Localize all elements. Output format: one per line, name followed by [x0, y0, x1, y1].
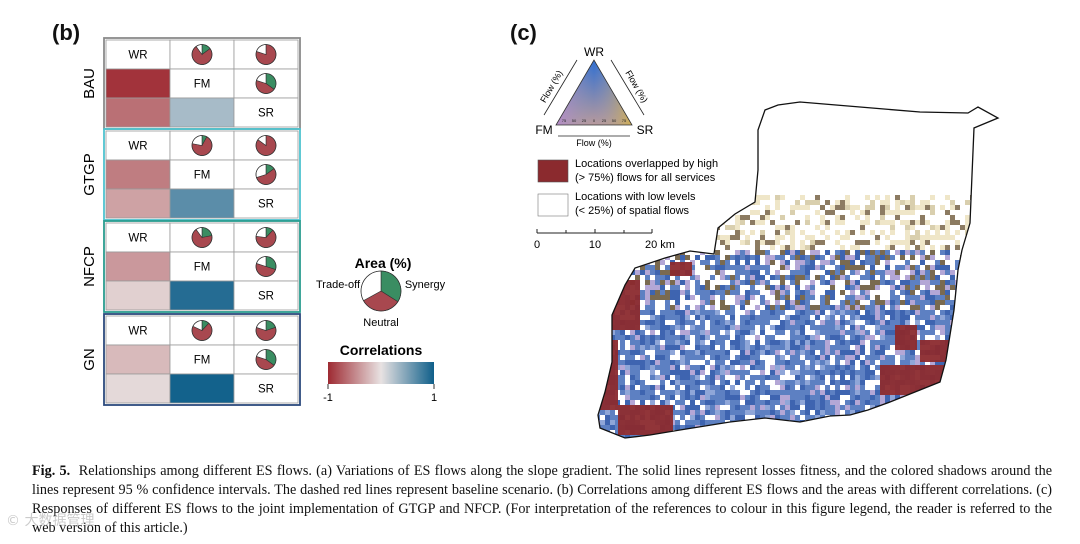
- cell-r2-c2: [233, 373, 299, 404]
- service-label-sr: SR: [258, 199, 274, 211]
- cell-r2-c1: [169, 97, 235, 128]
- cell-r1-c1: [169, 344, 235, 375]
- scenario-border: [103, 220, 301, 313]
- area-correlation-legend: Area (%) Trade-off Synergy Neutral Corre…: [316, 255, 446, 404]
- cell-r2-c1: [169, 280, 235, 311]
- cell-r2-c2: [233, 280, 299, 311]
- cell-r2-c2: [233, 97, 299, 128]
- cell-r2-c2: [233, 188, 299, 219]
- service-label-fm: FM: [194, 170, 211, 182]
- corr-legend-max: 1: [431, 392, 437, 404]
- ternary-top-label: WR: [584, 45, 604, 59]
- scenario-block-nfcp: NFCP WR FM SR: [81, 220, 301, 313]
- scenario-border: [103, 128, 301, 221]
- service-label-fm: FM: [194, 262, 211, 274]
- scenario-label: NFCP: [81, 246, 98, 287]
- caption-text: Relationships among different ES flows. …: [32, 463, 1053, 536]
- area-legend-synergy: Synergy: [405, 279, 446, 291]
- area-legend-pie-chart: [360, 270, 402, 312]
- caption-lead: Fig. 5.: [32, 463, 71, 479]
- area-legend-neutral: Neutral: [363, 317, 398, 329]
- ternary-legend: WR FM SR Flow (%) Flow (%) Flow (%) 75 50…: [535, 45, 653, 148]
- scale-tick-20: 20 km: [645, 239, 675, 251]
- cell-r1-c1: [169, 68, 235, 99]
- scale-tick-10: 10: [589, 239, 601, 251]
- correlation-matrix-panel: BAU WR FM SR GTGP WR FM SR NFCP WR FM SR GN WR FM SR: [81, 37, 301, 406]
- legend-high-line2: (> 75%) flows for all services: [575, 172, 716, 184]
- cell-r1-c0: [105, 68, 171, 99]
- scenario-border: [103, 313, 301, 406]
- pie-fm-sr: [255, 256, 277, 277]
- panel-b-label: (b): [52, 20, 81, 45]
- scale-tick-0: 0: [534, 239, 540, 251]
- corr-colorbar: [328, 362, 434, 384]
- ternary-tick: 50: [612, 118, 617, 123]
- ternary-tick: 50: [572, 118, 577, 123]
- area-legend-title: Area (%): [355, 255, 412, 271]
- pie-wr-fm: [191, 227, 213, 248]
- cell-r2-c1: [169, 188, 235, 219]
- flow-map-panel: WR FM SR Flow (%) Flow (%) Flow (%) 75 50…: [534, 45, 1000, 439]
- scale-bar: 0 10 20 km: [534, 229, 675, 251]
- legend-low-line2: (< 25%) of spatial flows: [575, 205, 690, 217]
- watermark: © 大数据管理: [6, 513, 95, 529]
- cell-r2-c1: [169, 373, 235, 404]
- pie-wr-sr: [255, 227, 277, 248]
- scenario-block-gn: GN WR FM SR: [81, 313, 301, 406]
- scenario-label: BAU: [81, 68, 98, 99]
- ternary-tick: 25: [582, 118, 587, 123]
- cell-r1-c0: [105, 344, 171, 375]
- service-label-wr: WR: [128, 233, 147, 245]
- legend-low-line1: Locations with low levels: [575, 191, 696, 203]
- cell-r0-c0: [105, 222, 171, 253]
- pie-wr-sr: [255, 44, 277, 65]
- pie-wr-fm: [191, 135, 213, 156]
- cell-r1-c0: [105, 159, 171, 190]
- scenario-block-bau: BAU WR FM SR: [81, 37, 301, 130]
- service-label-wr: WR: [128, 141, 147, 153]
- pie-wr-sr: [255, 320, 277, 341]
- pie-wr-fm: [191, 320, 213, 341]
- pie-fm-sr: [255, 164, 277, 185]
- cell-r1-c0: [105, 251, 171, 282]
- service-label-wr: WR: [128, 326, 147, 338]
- service-label-sr: SR: [258, 291, 274, 303]
- pie-fm-sr: [255, 349, 277, 370]
- ternary-right-label: SR: [637, 123, 654, 137]
- scenario-label: GTGP: [81, 153, 98, 196]
- service-label-sr: SR: [258, 108, 274, 120]
- pie-wr-fm: [191, 44, 213, 65]
- ternary-bottom-axis: Flow (%): [576, 138, 612, 148]
- cell-r2-c0: [105, 97, 171, 128]
- legend-low-swatch: [537, 193, 569, 217]
- scenario-block-gtgp: GTGP WR FM SR: [81, 128, 301, 221]
- cell-r2-c0: [105, 373, 171, 404]
- legend-high-swatch: [537, 159, 569, 183]
- legend-high-line1: Locations overlapped by high: [575, 158, 718, 170]
- ternary-left-label: FM: [535, 123, 552, 137]
- corr-legend-title: Correlations: [340, 342, 423, 358]
- panel-c-label: (c): [510, 20, 537, 45]
- ternary-tick: 0: [593, 118, 596, 123]
- ternary-tick: 25: [602, 118, 607, 123]
- service-label-fm: FM: [194, 79, 211, 91]
- cell-r2-c0: [105, 280, 171, 311]
- ternary-tick: 75: [562, 118, 567, 123]
- area-legend-tradeoff: Trade-off: [316, 279, 361, 291]
- service-label-fm: FM: [194, 355, 211, 367]
- pie-wr-sr: [255, 135, 277, 156]
- figure-caption: Fig. 5. Relationships among different ES…: [32, 462, 1052, 538]
- cell-r0-c0: [105, 130, 171, 161]
- scenario-label: GN: [81, 348, 98, 371]
- service-label-wr: WR: [128, 50, 147, 62]
- area-legend-pie: [360, 270, 402, 312]
- cell-r0-c0: [105, 315, 171, 346]
- service-label-sr: SR: [258, 384, 274, 396]
- map-outline: [597, 101, 1000, 439]
- ternary-tick: 75: [622, 118, 627, 123]
- pie-fm-sr: [255, 73, 277, 94]
- flow-map: [598, 102, 998, 438]
- cell-r2-c0: [105, 188, 171, 219]
- corr-legend-min: -1: [323, 392, 333, 404]
